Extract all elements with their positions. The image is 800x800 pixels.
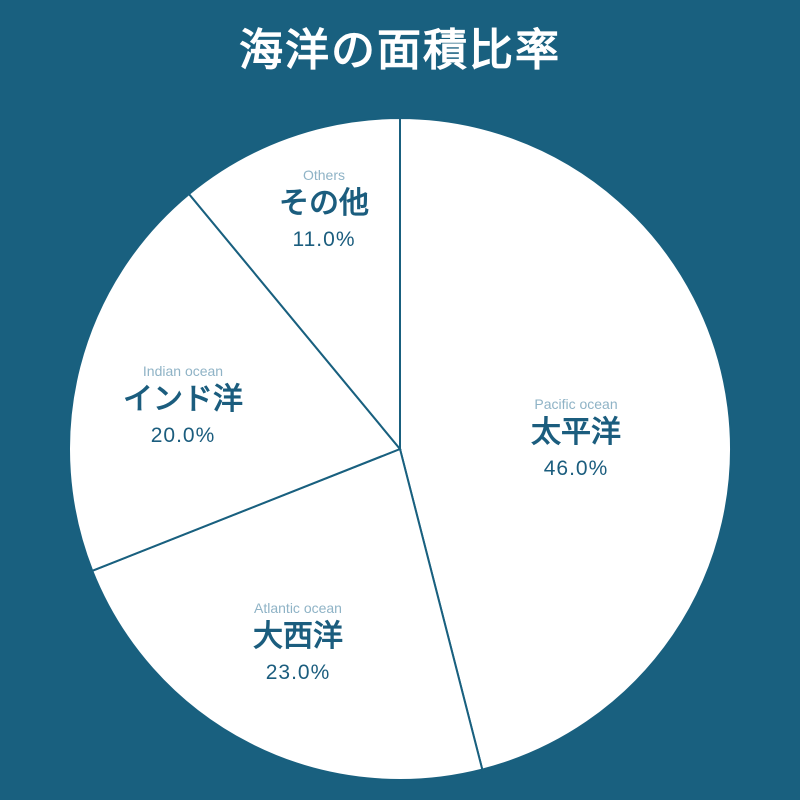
label-percent: 23.0% (265, 661, 331, 684)
slice-label-atlantic: Atlantic ocean 大西洋 23.0% (198, 599, 398, 689)
slice-label-others: Others その他 11.0% (224, 166, 424, 256)
slice-label-indian: Indian ocean インド洋 20.0% (83, 362, 283, 452)
label-english: Pacific ocean (534, 396, 618, 412)
pie-slice-pacific (399, 116, 732, 771)
label-percent: 20.0% (150, 424, 216, 447)
label-percent: 46.0% (543, 457, 609, 480)
pie-slice-atlantic (90, 447, 484, 781)
label-japanese: その他 (279, 187, 369, 220)
label-japanese: 太平洋 (531, 416, 621, 449)
label-japanese: インド洋 (123, 383, 243, 416)
label-percent: 11.0% (292, 228, 356, 251)
label-english: Indian ocean (142, 363, 224, 379)
label-japanese: 大西洋 (253, 620, 343, 653)
chart-title: 海洋の面積比率 (239, 25, 561, 76)
pie-slice-others (187, 116, 401, 452)
pie-slice-indian (68, 192, 402, 573)
label-english: Atlantic ocean (254, 600, 342, 616)
label-english: Others (302, 167, 345, 183)
slice-label-pacific: Pacific ocean 太平洋 46.0% (476, 395, 676, 485)
